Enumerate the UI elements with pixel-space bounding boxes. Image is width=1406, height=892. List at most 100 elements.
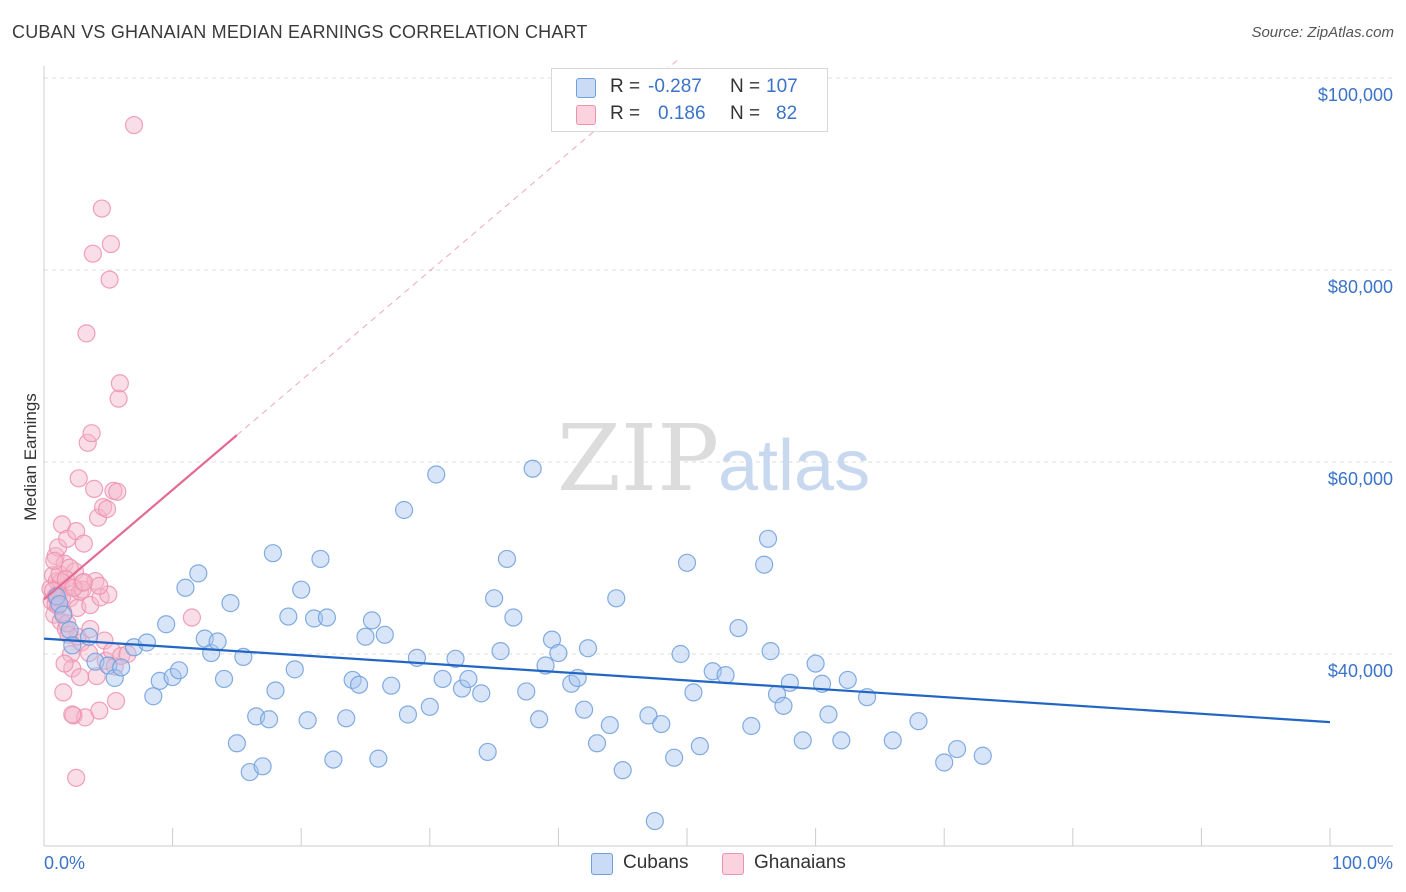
n-value: 107 (766, 76, 798, 97)
r-value: 0.186 (658, 103, 706, 124)
cuban-point (819, 705, 838, 724)
cuban-point (253, 757, 272, 776)
cuban-point (375, 625, 394, 644)
cuban-point (394, 500, 414, 520)
cuban-point (523, 459, 542, 478)
cuban-point (263, 544, 283, 563)
ghanaian-point (100, 270, 119, 289)
cuban-point (665, 748, 684, 767)
cuban-point (935, 753, 954, 772)
ghanaians-trend-line (43, 434, 238, 601)
ghanaian-point (90, 576, 109, 595)
ghanaian-point (82, 424, 101, 443)
ghanaian-point (81, 595, 100, 615)
cuban-point (472, 684, 491, 703)
cuban-point (337, 709, 356, 728)
axes (43, 66, 1393, 847)
ghanaian-point (70, 667, 90, 687)
cubans-points (47, 459, 992, 831)
cuban-point (189, 564, 208, 583)
y-tick-label: $60,000 (1328, 469, 1393, 489)
cuban-point (536, 656, 555, 675)
cuban-point (761, 642, 780, 661)
cuban-point (832, 731, 851, 750)
chart-title: CUBAN VS GHANAIAN MEDIAN EARNINGS CORREL… (12, 22, 588, 42)
cuban-point (485, 589, 504, 608)
ghanaian-point (64, 706, 83, 725)
cuban-point (208, 632, 227, 651)
cuban-point (214, 669, 234, 689)
cuban-point (285, 660, 304, 679)
ghanaian-point (74, 572, 93, 592)
n-label: N = (730, 76, 761, 97)
y-tick-labels: $40,000 $60,000 $80,000 $100,000 (1318, 85, 1393, 681)
cuban-point (578, 639, 598, 658)
cuban-point (50, 594, 69, 614)
cuban-point (356, 627, 375, 646)
cuban-point (163, 667, 182, 687)
cuban-point (671, 644, 690, 664)
cuban-point (112, 658, 131, 677)
cuban-point (684, 683, 703, 702)
cuban-point (613, 761, 632, 780)
cuban-point (227, 734, 246, 753)
cuban-point (497, 549, 517, 569)
cuban-point (973, 746, 992, 765)
r-label: R = (610, 76, 641, 97)
cuban-point (652, 714, 671, 734)
source-label: Source: ZipAtlas.com (1251, 24, 1394, 41)
cuban-point (292, 580, 311, 599)
y-tick-label: $40,000 (1328, 661, 1393, 681)
x-tick-label-start: 0.0% (44, 853, 85, 873)
cuban-point (690, 737, 709, 756)
legend-row-ghanaians: R = 0.186 N = 82 (552, 101, 827, 129)
cuban-point (504, 608, 523, 627)
cuban-point (279, 607, 298, 626)
cuban-point (446, 649, 465, 668)
ghanaian-point (110, 374, 129, 393)
cuban-point (459, 669, 478, 689)
ghanaians-swatch (576, 105, 596, 125)
ghanaian-point (92, 199, 111, 218)
cubans-trend-line (43, 637, 1331, 724)
ghanaian-point (83, 244, 102, 263)
y-axis-label: Median Earnings (21, 393, 40, 521)
cuban-point (645, 811, 664, 831)
cuban-point (607, 589, 626, 608)
correlation-legend: R = -0.287 N = 107 R = 0.186 N = 82 (551, 68, 828, 132)
cuban-point (758, 529, 778, 548)
cuban-point (780, 673, 799, 692)
cuban-point (144, 687, 163, 706)
cubans-legend-label: Cubans (623, 852, 689, 873)
cuban-point (54, 605, 73, 624)
cuban-point (398, 705, 418, 724)
legend-row-cubans: R = -0.287 N = 107 (552, 74, 827, 102)
cuban-point (755, 555, 774, 574)
trend-lines (43, 58, 1331, 724)
ghanaian-point (101, 234, 120, 254)
cuban-point (947, 739, 967, 759)
ghanaian-point (124, 115, 144, 135)
cuban-point (575, 700, 594, 719)
cuban-point (60, 620, 79, 640)
cuban-point (433, 669, 452, 689)
cuban-point (157, 615, 176, 634)
ghanaian-point (97, 499, 117, 519)
ghanaian-point (81, 619, 100, 639)
cuban-point (909, 712, 928, 731)
grid (44, 77, 1393, 655)
cubans-legend-swatch (591, 853, 613, 875)
cuban-point (259, 710, 279, 729)
cuban-point (105, 668, 124, 688)
ghanaian-point (90, 701, 109, 720)
cuban-point (317, 608, 337, 627)
cuban-point (311, 549, 330, 569)
cuban-point (549, 643, 568, 663)
cuban-point (176, 578, 195, 597)
cuban-point (587, 734, 607, 753)
cuban-point (716, 666, 735, 685)
ghanaian-point (54, 683, 73, 702)
cuban-point (427, 465, 446, 484)
cuban-point (600, 715, 619, 735)
cuban-point (883, 731, 902, 750)
